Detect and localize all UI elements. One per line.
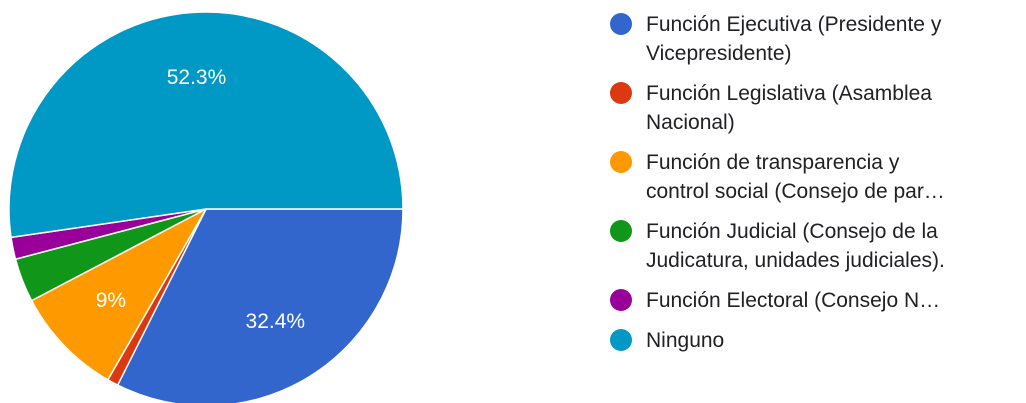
legend-label: Función Judicial (Consejo de la Judicatu… bbox=[646, 220, 945, 272]
legend-swatch bbox=[610, 329, 632, 351]
legend-label: Ninguno bbox=[646, 329, 725, 352]
slice-value-label: 32.4% bbox=[246, 310, 306, 333]
legend-label: Función Electoral (Consejo N… bbox=[646, 289, 941, 312]
legend: Función Ejecutiva (Presidente y Vicepres… bbox=[610, 10, 1020, 366]
legend-swatch bbox=[610, 82, 632, 104]
legend-swatch bbox=[610, 220, 632, 242]
pie-slice bbox=[30, 207, 208, 381]
legend-item: Ninguno bbox=[610, 326, 1020, 355]
legend-item: Función de transparencia y control socia… bbox=[610, 148, 1020, 206]
legend-label: Función Ejecutiva (Presidente y Vicepres… bbox=[646, 13, 942, 65]
legend-item: Función Legislativa (Asamblea Nacional) bbox=[610, 79, 1020, 137]
legend-item: Función Judicial (Consejo de la Judicatu… bbox=[610, 217, 1020, 275]
legend-item: Función Electoral (Consejo N… bbox=[610, 286, 1020, 315]
legend-item: Función Ejecutiva (Presidente y Vicepres… bbox=[610, 10, 1020, 68]
pie-slice bbox=[116, 208, 404, 403]
legend-label: Función de transparencia y control socia… bbox=[646, 151, 945, 203]
legend-label: Función Legislativa (Asamblea Nacional) bbox=[646, 82, 932, 134]
slice-value-label: 9% bbox=[96, 289, 126, 312]
slice-value-label: 52.3% bbox=[167, 66, 227, 89]
legend-swatch bbox=[610, 13, 632, 35]
legend-swatch bbox=[610, 151, 632, 173]
legend-swatch bbox=[610, 289, 632, 311]
pie-slice bbox=[8, 11, 404, 239]
